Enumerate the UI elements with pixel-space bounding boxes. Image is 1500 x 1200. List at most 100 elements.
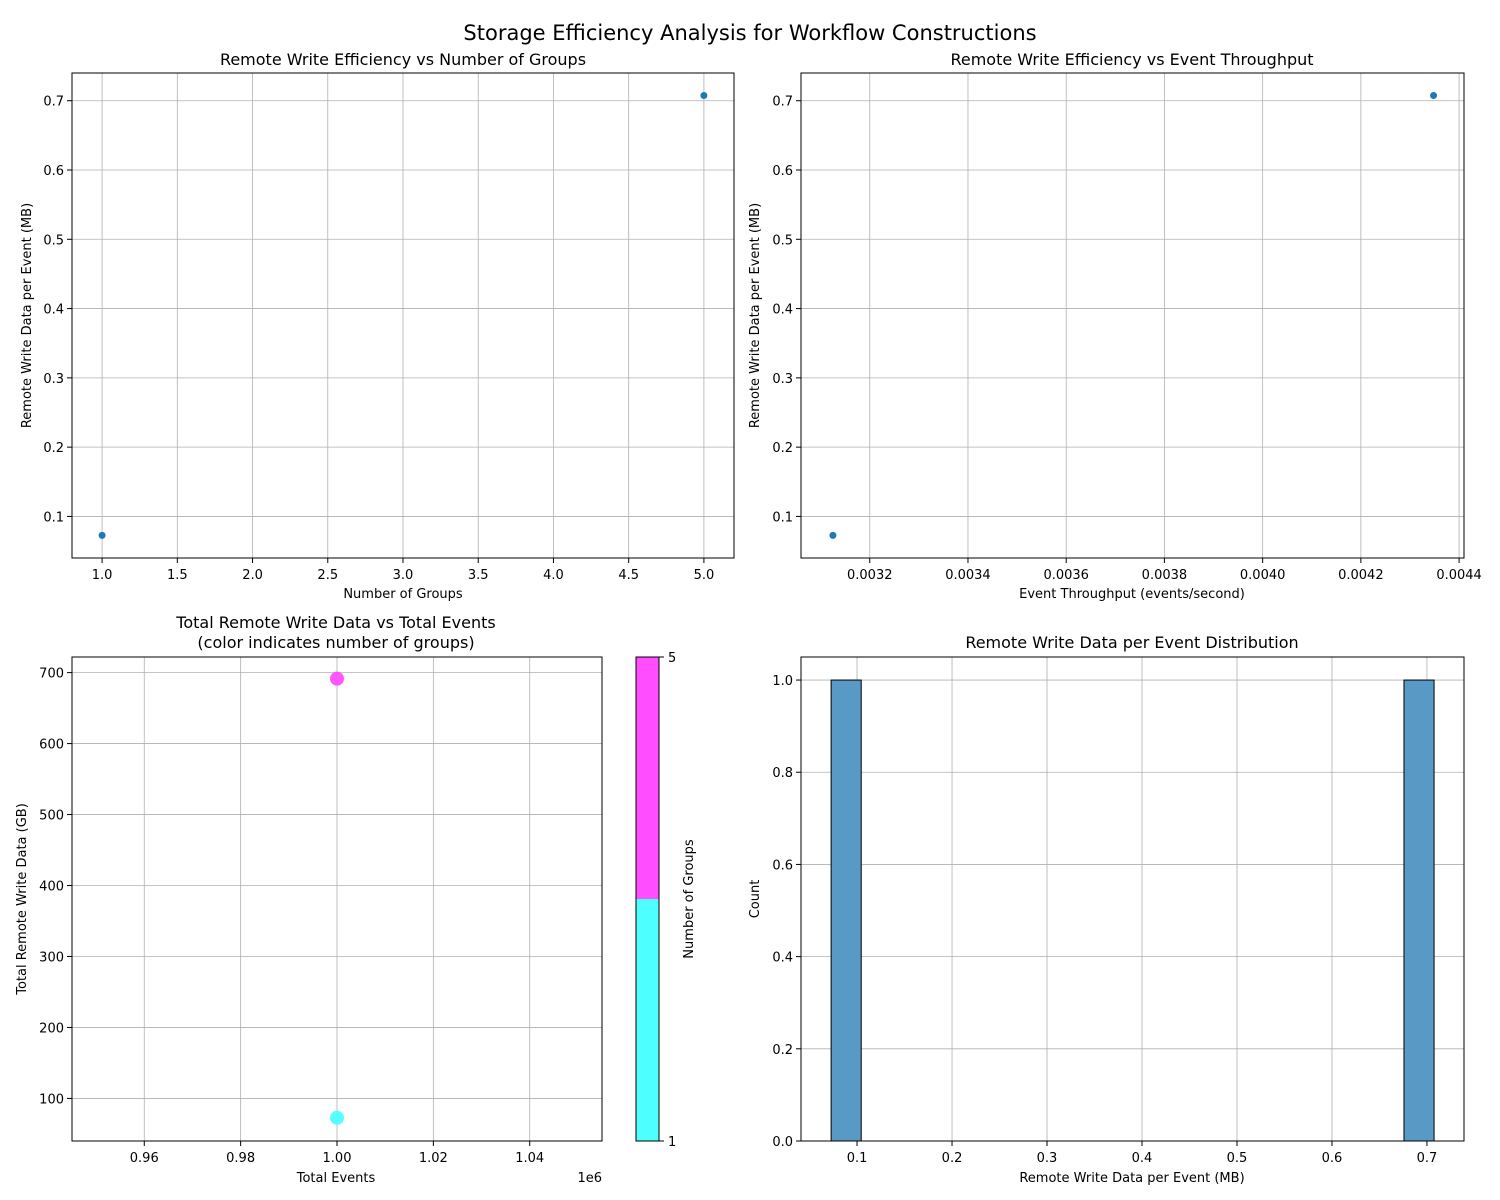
groups-x-tick-label: 5.0: [694, 568, 715, 583]
throughput-y-tick-label: 0.6: [772, 164, 793, 179]
panel-histogram-ylabel: Count: [748, 880, 763, 919]
panel-histogram-title: Remote Write Data per Event Distribution: [965, 633, 1298, 652]
groups-x-tick-label: 4.0: [543, 568, 564, 583]
histogram-x-tick-label: 0.2: [942, 1151, 963, 1166]
panel-histogram-bars: [830, 679, 1435, 1141]
groups-x-tick-label: 3.0: [393, 568, 414, 583]
panel-total-x-offset: 1e6: [577, 1171, 602, 1186]
total-x-tick-label: 1.00: [323, 1151, 352, 1166]
panel-total-x-axis: 0.96 0.98 1.00 1.02 1.04: [130, 1141, 544, 1166]
panel-throughput-frame: [800, 72, 1465, 559]
panel-total-ylabel: Total Remote Write Data (GB): [15, 803, 30, 996]
panel-total-grid: [72, 657, 602, 1141]
total-x-tick-label: 0.96: [130, 1151, 159, 1166]
groups-y-tick-label: 0.7: [43, 95, 64, 110]
panel-throughput-xlabel: Event Throughput (events/second): [1019, 587, 1245, 602]
histogram-bar: [1403, 679, 1435, 1141]
total-x-tick-label: 1.02: [419, 1151, 448, 1166]
total-x-tick-label: 1.04: [515, 1151, 544, 1166]
groups-y-tick-label: 0.5: [43, 233, 64, 248]
throughput-y-tick-label: 0.7: [772, 95, 793, 110]
colorbar-label: Number of Groups: [682, 839, 697, 959]
throughput-data-point: [829, 531, 837, 539]
throughput-y-tick-label: 0.5: [772, 233, 793, 248]
panel-histogram-xlabel: Remote Write Data per Event (MB): [1019, 1171, 1244, 1186]
panel-groups-xlabel: Number of Groups: [343, 587, 463, 602]
panel-histogram: Remote Write Data per Event Distribution…: [748, 633, 1465, 1186]
panel-total-title-line: Total Remote Write Data vs Total Events: [175, 613, 495, 632]
histogram-x-tick-label: 0.3: [1037, 1151, 1058, 1166]
total-y-tick-label: 400: [39, 880, 64, 895]
colorbar-high-segment: [636, 657, 659, 899]
colorbar-ticks: 51: [659, 651, 676, 1150]
throughput-x-tick-label: 0.0042: [1338, 568, 1384, 583]
colorbar: 51 Number of Groups: [635, 651, 697, 1150]
groups-x-tick-label: 2.0: [242, 568, 263, 583]
histogram-y-tick-label: 0.0: [772, 1135, 793, 1150]
panel-total-xlabel: Total Events: [296, 1171, 376, 1186]
histogram-y-tick-label: 0.4: [772, 951, 793, 966]
panel-groups-title: Remote Write Efficiency vs Number of Gro…: [220, 50, 586, 69]
groups-x-tick-label: 2.5: [317, 568, 338, 583]
histogram-y-tick-label: 0.6: [772, 858, 793, 873]
throughput-y-tick-label: 0.1: [772, 510, 793, 525]
histogram-x-tick-label: 0.6: [1322, 1151, 1343, 1166]
panel-total-title: Total Remote Write Data vs Total Events(…: [175, 613, 495, 652]
panel-histogram-grid: [801, 657, 1464, 1142]
groups-x-tick-label: 1.0: [92, 568, 113, 583]
groups-data-point: [98, 531, 106, 539]
panel-groups-ylabel: Remote Write Data per Event (MB): [20, 203, 35, 428]
histogram-y-tick-label: 0.2: [772, 1043, 793, 1058]
throughput-x-tick-label: 0.0040: [1240, 568, 1286, 583]
histogram-x-tick-label: 0.4: [1132, 1151, 1153, 1166]
throughput-y-tick-label: 0.3: [772, 372, 793, 387]
groups-y-tick-label: 0.2: [43, 441, 64, 456]
histogram-x-tick-label: 0.1: [847, 1151, 868, 1166]
throughput-x-tick-label: 0.0034: [945, 568, 991, 583]
panel-throughput-y-axis: 0.1 0.2 0.3 0.4 0.5 0.6 0.7: [772, 95, 801, 525]
groups-y-tick-label: 0.1: [43, 510, 64, 525]
panel-throughput-title: Remote Write Efficiency vs Event Through…: [950, 50, 1313, 69]
colorbar-frame: [635, 656, 660, 1142]
throughput-data-point: [1430, 92, 1438, 100]
groups-y-tick-label: 0.3: [43, 372, 64, 387]
figure-title: Storage Efficiency Analysis for Workflow…: [463, 21, 1036, 45]
total-y-tick-label: 100: [39, 1092, 64, 1107]
panel-throughput-ylabel: Remote Write Data per Event (MB): [748, 203, 763, 428]
groups-data-point: [700, 92, 708, 100]
total-y-tick-label: 700: [39, 667, 64, 682]
panel-total-scatter: Total Remote Write Data vs Total Events(…: [15, 613, 697, 1186]
panel-groups-scatter: Remote Write Efficiency vs Number of Gro…: [20, 50, 735, 602]
histogram-x-tick-label: 0.7: [1417, 1151, 1438, 1166]
total-data-point: [330, 1110, 344, 1125]
throughput-y-tick-label: 0.4: [772, 303, 793, 318]
panel-throughput-scatter: Remote Write Efficiency vs Event Through…: [748, 50, 1482, 602]
panel-groups-x-axis: 1.0 1.5 2.0 2.5 3.0 3.5 4.0 4.5 5.0: [92, 558, 715, 583]
histogram-bar: [830, 679, 862, 1141]
histogram-y-tick-label: 0.8: [772, 766, 793, 781]
histogram-x-tick-label: 0.5: [1227, 1151, 1248, 1166]
panel-histogram-x-axis: 0.1 0.2 0.3 0.4 0.5 0.6 0.7: [847, 1141, 1438, 1166]
panel-throughput-points: [829, 92, 1438, 539]
throughput-y-tick-label: 0.2: [772, 441, 793, 456]
total-y-tick-label: 200: [39, 1021, 64, 1036]
panel-total-title-line: (color indicates number of groups): [197, 633, 474, 652]
throughput-x-tick-label: 0.0036: [1043, 568, 1089, 583]
panel-groups-y-axis: 0.1 0.2 0.3 0.4 0.5 0.6 0.7: [43, 95, 72, 525]
total-y-tick-label: 600: [39, 738, 64, 753]
total-x-tick-label: 0.98: [226, 1151, 255, 1166]
panel-throughput-grid: [801, 73, 1464, 558]
colorbar-tick-label: 1: [668, 1135, 676, 1150]
groups-x-tick-label: 1.5: [167, 568, 188, 583]
total-y-tick-label: 500: [39, 809, 64, 824]
panel-histogram-y-axis: 0.0 0.2 0.4 0.6 0.8 1.0: [772, 674, 801, 1150]
throughput-x-tick-label: 0.0038: [1142, 568, 1188, 583]
panel-throughput-x-axis: 0.0032 0.0034 0.0036 0.0038 0.0040 0.0042 0.00…: [847, 558, 1482, 583]
histogram-y-tick-label: 1.0: [772, 674, 793, 689]
groups-y-tick-label: 0.6: [43, 164, 64, 179]
panel-groups-points: [98, 92, 708, 539]
total-y-tick-label: 300: [39, 950, 64, 965]
panel-total-points: [330, 671, 344, 1125]
panel-histogram-frame: [800, 656, 1465, 1142]
